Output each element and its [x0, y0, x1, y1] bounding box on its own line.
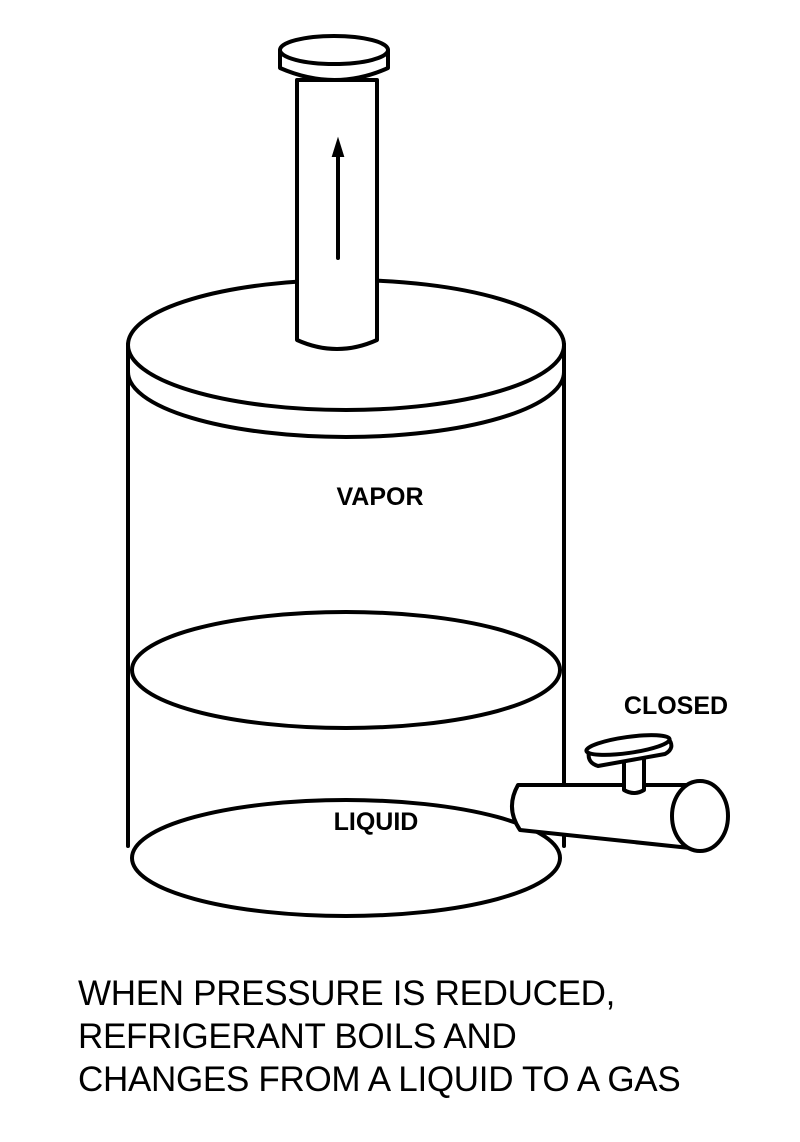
valve-handle-top [584, 733, 672, 757]
flow-arrow-head-icon [331, 136, 345, 157]
caption-line-1: WHEN PRESSURE IS REDUCED, [78, 974, 616, 1013]
drain-valve [510, 733, 730, 853]
pipe-cap-top [278, 34, 390, 66]
liquid-surface [130, 610, 562, 730]
lid-rim [126, 343, 566, 439]
caption: WHEN PRESSURE IS REDUCED, REFRIGERANT BO… [78, 972, 778, 1101]
valve-stem [622, 756, 646, 795]
vapor-label: VAPOR [336, 483, 423, 511]
valve-closed-label: CLOSED [624, 692, 728, 720]
caption-line-3: CHANGES FROM A LIQUID TO A GAS [78, 1060, 681, 1099]
liquid-label: LIQUID [334, 808, 419, 836]
valve-pipe-end [670, 779, 730, 853]
vapor-outlet-pipe [278, 34, 390, 351]
tank-bottom [130, 798, 562, 918]
tank-body [126, 342, 566, 918]
caption-line-2: REFRIGERANT BOILS AND [78, 1017, 517, 1056]
